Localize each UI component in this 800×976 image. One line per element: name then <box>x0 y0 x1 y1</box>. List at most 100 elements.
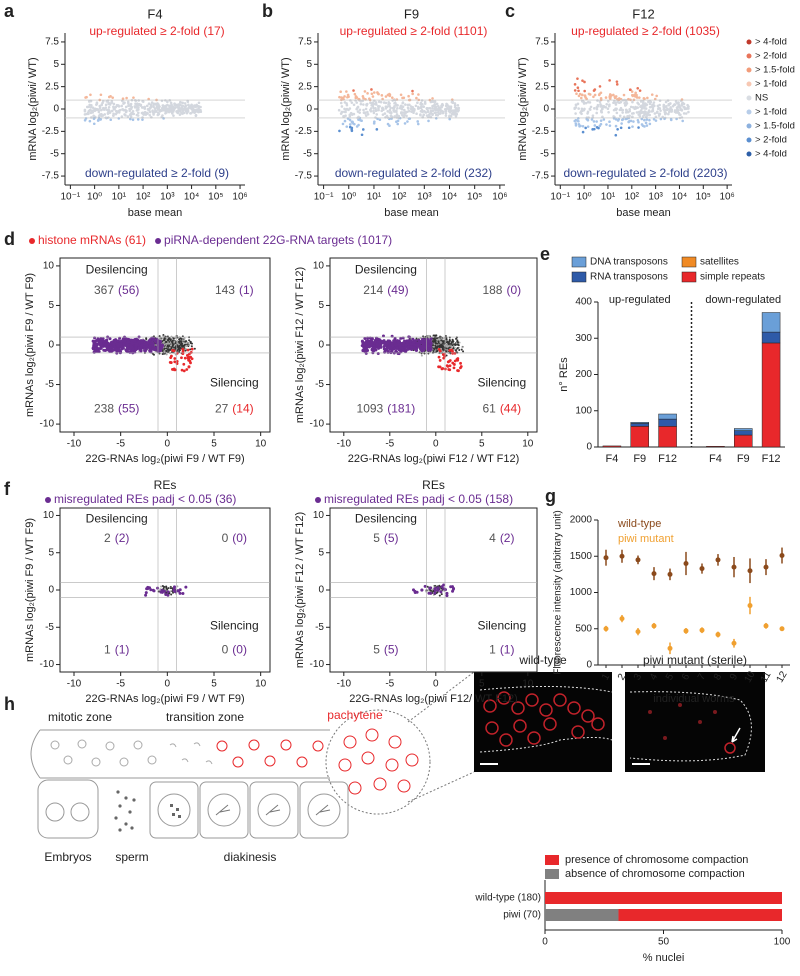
point <box>129 117 132 121</box>
point <box>127 102 130 105</box>
point <box>614 133 618 137</box>
point <box>166 593 170 597</box>
point <box>445 345 448 348</box>
point <box>167 110 171 113</box>
point <box>362 341 366 345</box>
y-tick-label: 0 <box>53 104 59 115</box>
point <box>137 341 141 345</box>
quadrant-count: 1 (1) <box>104 643 129 657</box>
point <box>658 103 661 107</box>
point <box>101 101 104 105</box>
point <box>183 102 187 105</box>
x-tick-label: 10⁰ <box>341 192 356 203</box>
point <box>613 95 617 99</box>
point <box>92 342 96 346</box>
point <box>639 109 643 112</box>
point <box>763 564 769 570</box>
point <box>338 95 341 99</box>
point <box>358 108 362 112</box>
point <box>165 349 168 352</box>
point <box>645 118 649 121</box>
point <box>407 94 410 98</box>
target-count: (0) <box>232 643 247 657</box>
point <box>614 118 618 121</box>
x-tick-label: 10 <box>743 669 758 685</box>
point <box>593 93 597 97</box>
point <box>84 96 87 99</box>
point <box>635 95 639 99</box>
point <box>182 341 185 344</box>
point <box>163 343 166 346</box>
point <box>87 112 90 116</box>
point <box>189 342 192 345</box>
point <box>437 105 440 108</box>
point <box>144 593 148 597</box>
point <box>608 103 611 107</box>
point <box>591 114 595 117</box>
legend-text: wild-type <box>617 518 661 530</box>
point <box>411 92 414 96</box>
point <box>407 109 411 113</box>
x-tick-label: 0 <box>433 679 439 690</box>
point <box>165 353 168 356</box>
point <box>371 105 375 108</box>
point <box>462 350 465 353</box>
point <box>664 100 668 104</box>
quadrant-count: 143 (1) <box>215 283 254 297</box>
point <box>445 350 448 353</box>
point <box>435 342 438 345</box>
quadrant-count: 238 (55) <box>94 402 139 416</box>
point <box>596 99 599 102</box>
point <box>173 585 177 589</box>
point <box>165 585 168 588</box>
point <box>678 105 681 109</box>
legend-text: histone mRNAs (61) <box>38 233 146 247</box>
point <box>373 340 377 344</box>
point <box>94 343 98 347</box>
point <box>644 112 647 116</box>
point-cloud <box>360 334 465 373</box>
point <box>412 340 416 344</box>
point <box>154 102 158 106</box>
point <box>405 340 409 344</box>
point <box>357 115 360 119</box>
quadrant-label: Desilencing <box>355 512 417 526</box>
point <box>423 338 427 342</box>
bar-segment <box>761 342 781 448</box>
point <box>411 105 414 109</box>
y-tick-label: 2000 <box>570 515 593 526</box>
point <box>395 109 398 113</box>
point <box>436 345 439 348</box>
group-label: down-regulated <box>705 294 781 306</box>
point <box>588 107 592 111</box>
y-axis-label: mRNAs log₂(piwi F9 / WT F9) <box>24 273 36 417</box>
point <box>178 591 182 595</box>
point <box>135 106 139 109</box>
point <box>418 341 422 345</box>
count: 27 <box>215 402 229 416</box>
point <box>604 96 608 99</box>
point <box>608 124 612 127</box>
point <box>415 112 418 116</box>
point <box>88 119 92 123</box>
cell-label: sperm <box>115 850 148 864</box>
point <box>586 112 589 115</box>
quadrant-label: Silencing <box>477 375 526 389</box>
point <box>635 629 641 635</box>
point <box>89 111 93 115</box>
point <box>599 91 603 95</box>
point <box>165 111 168 114</box>
target-count: (0) <box>506 283 521 297</box>
x-tick-label: F4 <box>709 453 722 465</box>
point <box>112 112 115 116</box>
point <box>443 340 446 343</box>
point <box>453 103 457 107</box>
y-axis-label: mRNAs log₂(piwi F9 / WT F9) <box>24 518 36 662</box>
bar-segment <box>545 909 619 921</box>
point <box>92 114 95 118</box>
x-tick-label: 5 <box>479 679 485 690</box>
point <box>648 102 652 106</box>
point <box>363 90 367 93</box>
target-count: (2) <box>500 531 515 545</box>
point <box>106 99 110 102</box>
